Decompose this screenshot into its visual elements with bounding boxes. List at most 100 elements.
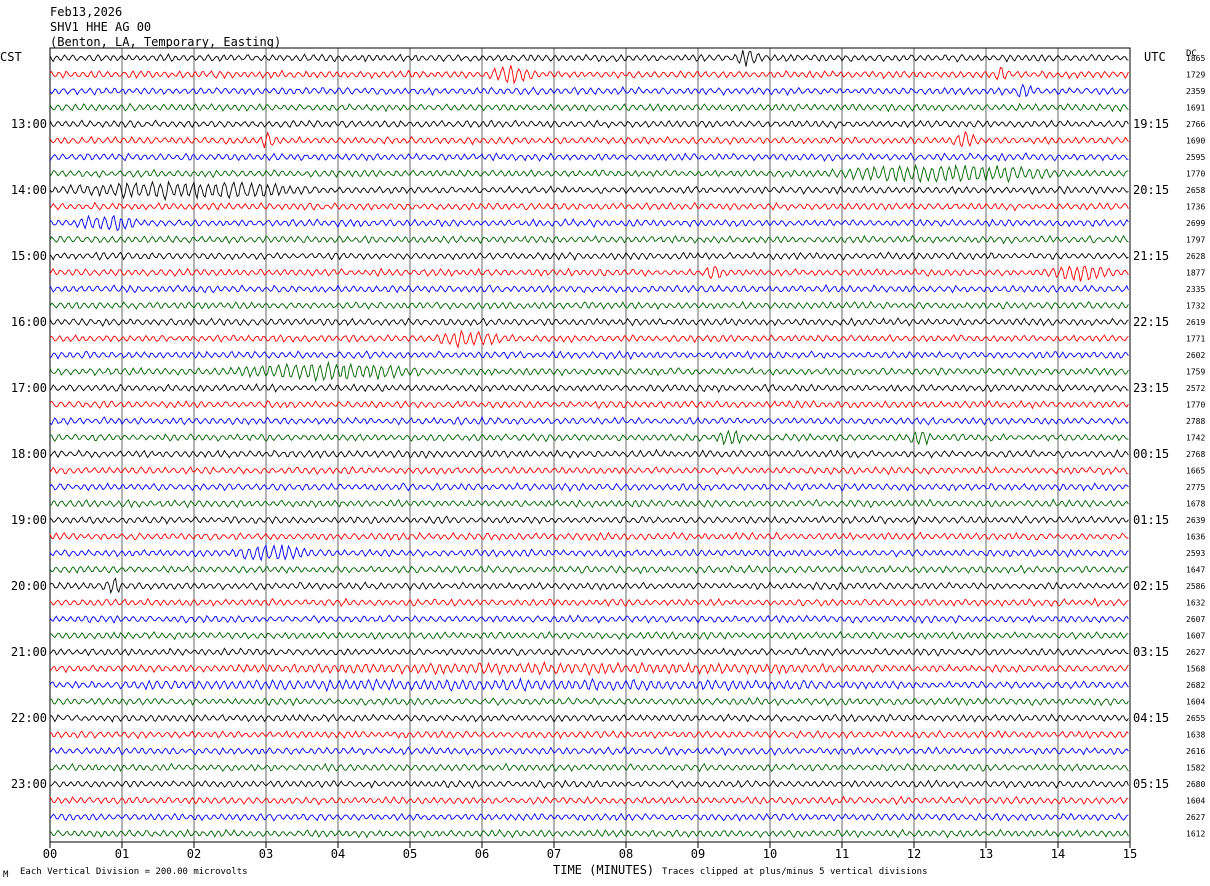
dc-offset-label: 1742 [1186, 434, 1205, 443]
dc-offset-label: 1678 [1186, 500, 1205, 509]
seismic-trace [49, 284, 1129, 294]
utc-hour-label: 00:15 [1133, 447, 1169, 461]
seismic-trace [49, 317, 1129, 327]
corner-mark: M [3, 870, 9, 880]
cst-hour-label: 22:00 [11, 711, 47, 725]
dc-offset-label: 2595 [1186, 153, 1205, 162]
seismic-trace [49, 300, 1129, 311]
x-axis-title: TIME (MINUTES) [553, 863, 655, 877]
dc-offset-label: 2682 [1186, 681, 1205, 690]
seismic-trace [49, 329, 1129, 349]
utc-hour-label: 20:15 [1133, 183, 1169, 197]
dc-offset-label: 2616 [1186, 747, 1205, 756]
seismic-trace [49, 515, 1129, 525]
dc-offset-label: 1865 [1186, 54, 1205, 63]
dc-offset-label: 2586 [1186, 582, 1205, 591]
dc-offset-label: 1582 [1186, 764, 1205, 773]
seismic-trace [49, 696, 1129, 707]
dc-offset-label: 2699 [1186, 219, 1205, 228]
seismic-trace [49, 65, 1129, 85]
dc-offset-label: 1647 [1186, 566, 1205, 575]
utc-hour-label: 04:15 [1133, 711, 1169, 725]
seismic-trace [49, 828, 1129, 839]
seismic-trace [49, 214, 1129, 232]
seismic-trace [49, 713, 1129, 723]
dc-offset-label: 2359 [1186, 87, 1205, 96]
utc-hour-label: 02:15 [1133, 579, 1169, 593]
utc-hour-label: 03:15 [1133, 645, 1169, 659]
seismic-trace [49, 660, 1129, 677]
seismic-trace [49, 779, 1129, 789]
dc-offset-label: 2658 [1186, 186, 1205, 195]
seismic-trace [49, 383, 1129, 394]
cst-hour-label: 21:00 [11, 645, 47, 659]
clip-note: Traces clipped at plus/minus 5 vertical … [662, 867, 928, 877]
dc-offset-label: 1638 [1186, 731, 1205, 740]
seismic-trace [49, 151, 1129, 162]
dc-offset-label: 2628 [1186, 252, 1205, 261]
seismic-trace [49, 746, 1129, 757]
dc-offset-label: 1732 [1186, 302, 1205, 311]
seismic-trace [49, 360, 1129, 383]
dc-offset-label: 1665 [1186, 467, 1205, 476]
dc-offset-label: 2593 [1186, 549, 1205, 558]
dc-offset-label: 2619 [1186, 318, 1205, 327]
cst-hour-label: 14:00 [11, 183, 47, 197]
seismic-trace [49, 577, 1129, 595]
cst-hour-label: 17:00 [11, 381, 47, 395]
station-label: SHV1 HHE AG 00 [50, 20, 152, 34]
dc-offset-label: 2655 [1186, 714, 1205, 723]
dc-offset-label: 1604 [1186, 797, 1205, 806]
dc-offset-label: 1612 [1186, 830, 1205, 839]
dc-offset-label: 1877 [1186, 269, 1205, 278]
seismic-trace [49, 481, 1129, 492]
utc-hour-label: 21:15 [1133, 249, 1169, 263]
seismic-trace [49, 531, 1129, 542]
x-tick-label: 01 [115, 847, 129, 861]
dc-offset-label: 1636 [1186, 533, 1205, 542]
utc-hour-label: 05:15 [1133, 777, 1169, 791]
x-tick-label: 11 [835, 847, 849, 861]
dc-offset-label: 1604 [1186, 698, 1205, 707]
seismic-trace [49, 597, 1129, 608]
seismic-trace [49, 630, 1129, 641]
x-tick-label: 08 [619, 847, 633, 861]
dc-offset-label: 1770 [1186, 401, 1205, 410]
seismic-trace [49, 677, 1129, 693]
dc-offset-label: 2602 [1186, 351, 1205, 360]
seismic-trace [49, 498, 1129, 509]
seismic-trace [49, 647, 1129, 657]
dc-offset-label: 1736 [1186, 203, 1205, 212]
right-timezone-label: UTC [1144, 50, 1166, 64]
seismic-trace [49, 102, 1129, 113]
seismic-trace [49, 50, 1129, 67]
seismic-trace [49, 729, 1129, 740]
seismic-trace [49, 465, 1129, 476]
date-label: Feb13,2026 [50, 5, 123, 19]
dc-offset-label: 1759 [1186, 368, 1205, 377]
dc-offset-label: 1770 [1186, 170, 1205, 179]
dc-offset-label: 2680 [1186, 780, 1205, 789]
dc-offset-label: 2639 [1186, 516, 1205, 525]
left-timezone-label: CST [0, 50, 22, 64]
dc-offset-label: 2788 [1186, 417, 1205, 426]
dc-offset-label: 2766 [1186, 120, 1205, 129]
seismic-trace [49, 614, 1129, 624]
x-tick-label: 14 [1051, 847, 1065, 861]
seismic-trace [49, 234, 1129, 245]
cst-hour-label: 20:00 [11, 579, 47, 593]
dc-offset-label: 1771 [1186, 335, 1205, 344]
seismic-trace [49, 544, 1129, 562]
seismic-trace [49, 415, 1129, 426]
x-tick-label: 05 [403, 847, 417, 861]
cst-hour-label: 18:00 [11, 447, 47, 461]
dc-offset-label: 1568 [1186, 665, 1205, 674]
x-tick-label: 07 [547, 847, 561, 861]
utc-hour-label: 19:15 [1133, 117, 1169, 131]
dc-column-label: DC [1186, 49, 1197, 59]
utc-hour-label: 23:15 [1133, 381, 1169, 395]
seismic-trace [49, 564, 1129, 575]
dc-offset-label: 1797 [1186, 236, 1205, 245]
cst-hour-label: 15:00 [11, 249, 47, 263]
